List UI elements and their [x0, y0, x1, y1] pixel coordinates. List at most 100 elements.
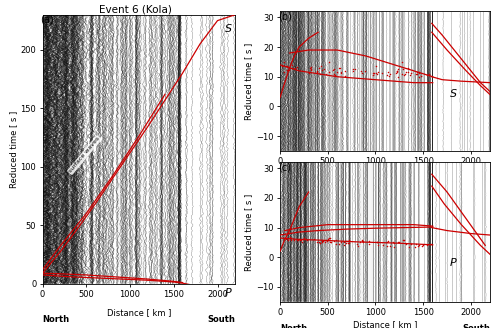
Point — [365, 239, 373, 244]
Point — [342, 238, 349, 243]
Point — [280, 60, 288, 65]
Point — [400, 238, 408, 243]
Point — [415, 74, 423, 79]
Point — [350, 67, 358, 72]
Point — [407, 242, 415, 247]
Point — [307, 67, 315, 72]
Point — [370, 71, 378, 76]
Point — [374, 70, 382, 75]
Point — [413, 72, 421, 77]
Point — [324, 236, 332, 242]
Point — [330, 72, 338, 78]
Point — [404, 66, 411, 71]
Bar — [55, 15, 65, 284]
Point — [318, 238, 326, 243]
Point — [417, 73, 425, 79]
Point — [293, 237, 301, 243]
Point — [369, 70, 377, 75]
Text: S: S — [224, 24, 232, 34]
Point — [332, 242, 340, 247]
Text: Distance [ km ]: Distance [ km ] — [106, 308, 171, 317]
Point — [374, 242, 382, 247]
Bar — [360, 162, 372, 302]
Point — [356, 68, 364, 73]
Point — [324, 239, 332, 244]
Point — [319, 238, 327, 244]
Point — [287, 235, 295, 240]
Text: North: North — [42, 315, 70, 324]
Point — [358, 240, 366, 245]
Point — [333, 70, 341, 75]
Point — [326, 60, 334, 65]
Point — [390, 240, 398, 245]
Text: P: P — [224, 288, 232, 298]
Point — [284, 67, 292, 72]
Point — [313, 239, 321, 245]
Point — [358, 238, 366, 244]
Bar — [116, 15, 126, 284]
Point — [406, 244, 413, 249]
Point — [293, 64, 301, 69]
Point — [418, 244, 426, 249]
Point — [358, 70, 366, 75]
Text: South: South — [207, 315, 235, 324]
Point — [326, 235, 334, 240]
Point — [384, 69, 392, 74]
Point — [328, 67, 336, 72]
Point — [352, 66, 360, 72]
Point — [402, 242, 410, 247]
Point — [372, 64, 380, 69]
Point — [386, 73, 394, 79]
Point — [330, 71, 338, 76]
Point — [393, 68, 401, 73]
Text: (a): (a) — [40, 15, 54, 25]
Point — [378, 70, 386, 75]
Point — [338, 69, 345, 74]
Point — [422, 72, 430, 77]
Point — [288, 65, 296, 70]
Point — [353, 241, 361, 246]
Point — [310, 236, 318, 241]
Point — [411, 244, 419, 250]
Point — [414, 244, 422, 249]
Point — [394, 75, 402, 80]
Y-axis label: Reduced time [ s ]: Reduced time [ s ] — [8, 111, 18, 188]
Point — [406, 72, 414, 77]
Point — [306, 65, 314, 71]
Point — [354, 243, 362, 248]
Point — [384, 244, 392, 249]
Point — [337, 239, 345, 244]
Point — [316, 240, 324, 245]
Point — [414, 243, 422, 248]
Point — [308, 64, 316, 69]
Text: South: South — [462, 324, 490, 328]
Point — [344, 240, 351, 245]
Point — [284, 237, 292, 243]
Point — [300, 235, 308, 240]
Point — [294, 238, 302, 243]
Point — [392, 70, 400, 75]
Point — [383, 72, 391, 77]
Text: Event 6 (Kola): Event 6 (Kola) — [98, 5, 172, 15]
Point — [426, 241, 434, 247]
Point — [282, 236, 290, 241]
Point — [389, 239, 397, 245]
Y-axis label: Reduced time [ s ]: Reduced time [ s ] — [244, 194, 254, 271]
Point — [291, 66, 299, 71]
Point — [394, 66, 402, 71]
Point — [282, 64, 290, 69]
Point — [322, 72, 330, 77]
Point — [348, 68, 356, 73]
Point — [401, 71, 409, 76]
Point — [382, 239, 390, 244]
Point — [302, 236, 310, 241]
Point — [318, 67, 326, 72]
Y-axis label: Reduced time [ s ]: Reduced time [ s ] — [244, 43, 254, 120]
Point — [372, 239, 380, 244]
Point — [400, 238, 407, 243]
Point — [345, 241, 353, 246]
Point — [314, 69, 322, 74]
Point — [398, 72, 406, 77]
Point — [424, 242, 432, 247]
Bar — [302, 162, 311, 302]
